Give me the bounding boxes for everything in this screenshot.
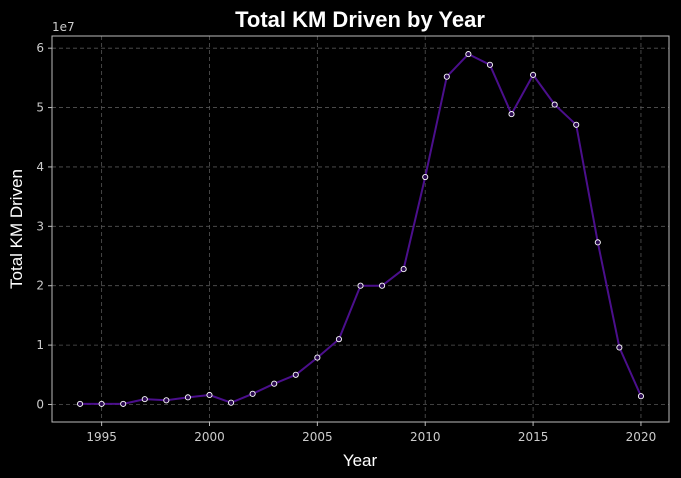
series-markers <box>76 51 645 407</box>
data-point <box>249 390 256 397</box>
data-point <box>400 266 407 273</box>
data-point <box>335 336 342 343</box>
x-tick-label: 2015 <box>518 430 549 444</box>
y-tick-label: 6 <box>36 41 44 55</box>
data-point <box>443 73 450 80</box>
data-point <box>508 111 515 118</box>
x-tick-label: 1995 <box>86 430 117 444</box>
y-tick-label: 5 <box>36 101 44 115</box>
data-point <box>465 51 472 58</box>
x-tick-label: 2005 <box>302 430 333 444</box>
data-point <box>163 397 170 404</box>
data-point <box>551 101 558 108</box>
data-point <box>314 354 321 361</box>
data-point <box>184 394 191 401</box>
data-point <box>76 400 84 407</box>
data-point <box>486 61 493 68</box>
data-point <box>530 71 537 78</box>
x-axis-ticks: 1995 2000 2005 2010 2015 2020 <box>86 422 656 444</box>
y-tick-label: 1 <box>36 338 44 352</box>
y-tick-label: 0 <box>36 397 44 411</box>
x-tick-label: 2020 <box>626 430 657 444</box>
data-point <box>573 121 580 128</box>
data-point <box>422 173 429 181</box>
data-point <box>98 400 105 407</box>
data-point <box>120 400 127 407</box>
data-point <box>228 399 235 406</box>
data-point <box>379 282 386 289</box>
data-point <box>141 396 148 403</box>
data-point <box>271 380 278 387</box>
chart-title: Total KM Driven by Year <box>235 7 485 32</box>
data-point <box>206 391 213 399</box>
x-tick-label: 2000 <box>194 430 225 444</box>
y-tick-label: 3 <box>36 219 44 233</box>
data-point <box>637 393 645 400</box>
y-axis-offset-label: 1e7 <box>52 20 75 34</box>
data-point <box>594 239 601 246</box>
y-tick-label: 4 <box>36 160 44 174</box>
data-point <box>616 344 623 351</box>
y-tick-label: 2 <box>36 279 44 293</box>
x-axis-label: Year <box>343 451 378 470</box>
x-tick-label: 2010 <box>410 430 441 444</box>
data-point <box>357 282 364 289</box>
plot-area-frame <box>51 35 670 423</box>
data-point <box>292 371 299 378</box>
y-axis-ticks: 0 1 2 3 4 5 6 <box>36 41 52 411</box>
y-axis-label: Total KM Driven <box>7 169 26 289</box>
